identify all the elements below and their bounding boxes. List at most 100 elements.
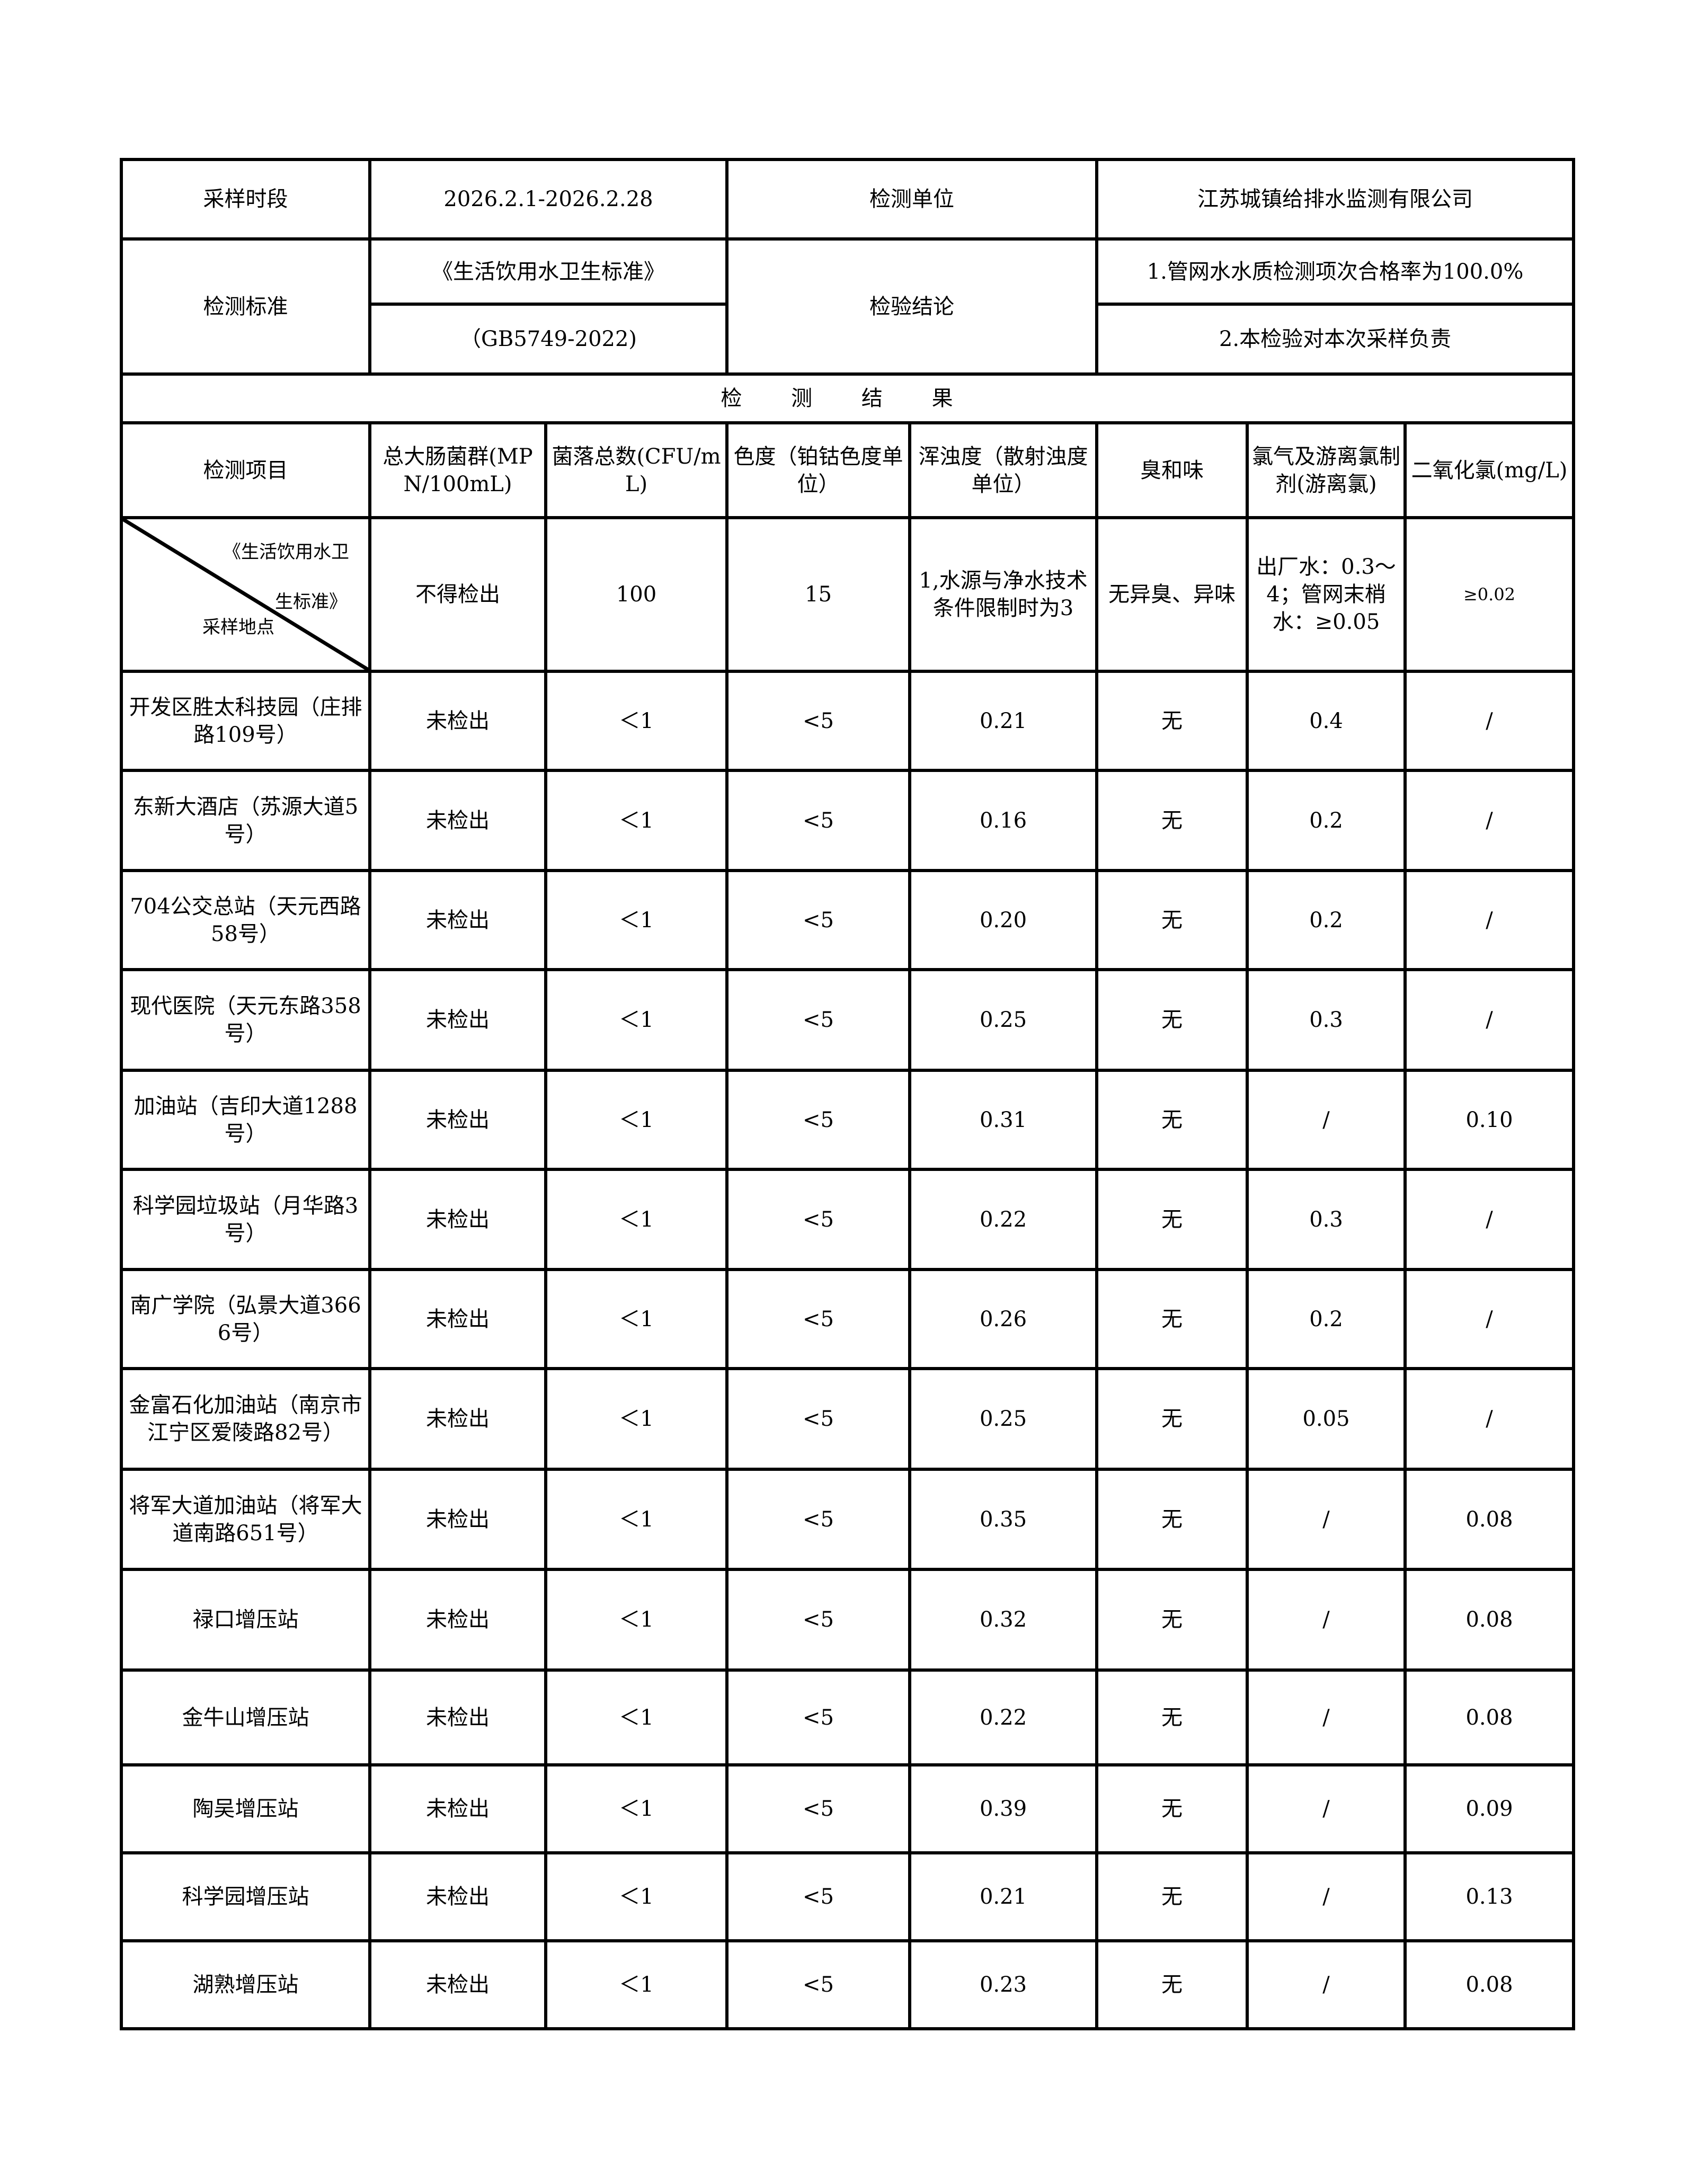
- result-cell: /: [1403, 1367, 1575, 1471]
- result-cell: 0.2: [1246, 1268, 1407, 1370]
- result-cell: 0.10: [1403, 1069, 1575, 1171]
- result-cell: /: [1403, 670, 1575, 772]
- results-title-row: 检 测 结 果: [120, 372, 1575, 424]
- result-cell: ＜1: [544, 769, 728, 872]
- result-cell: 0.16: [908, 769, 1098, 872]
- table-row: 金牛山增压站 未检出 ＜1 <5 0.22 无/0.08: [120, 1668, 1575, 1766]
- result-cell: /: [1246, 1568, 1407, 1672]
- unit-label: 检测单位: [725, 158, 1098, 241]
- result-cell: 0.22: [908, 1668, 1098, 1766]
- result-cell: /: [1403, 769, 1575, 872]
- result-cell: 未检出: [368, 1268, 547, 1370]
- standard-row-1: 检测标准 《生活饮用水卫生标准》 检验结论 1.管网水水质检测项次合格率为100…: [120, 237, 1575, 376]
- standard-limit-cell: 无异臭、异味: [1095, 516, 1249, 673]
- standard-code: （GB5749-2022): [368, 303, 728, 376]
- sampling-location-cell: 开发区胜太科技园（庄排路109号）: [120, 670, 371, 772]
- result-cell: ＜1: [544, 1851, 728, 1942]
- result-cell: 0.08: [1403, 1939, 1575, 2030]
- result-cell: 0.21: [908, 1851, 1098, 1942]
- result-cell: 无: [1095, 968, 1249, 1072]
- result-cell: /: [1246, 1468, 1407, 1571]
- result-cell: 未检出: [368, 769, 547, 872]
- result-cell: ＜1: [544, 869, 728, 971]
- standard-row-2: （GB5749-2022) 2.本检验对本次采样负责: [121, 303, 1575, 376]
- result-cell: 0.2: [1246, 769, 1407, 872]
- result-cell: <5: [725, 1851, 911, 1942]
- result-cell: 未检出: [368, 1367, 547, 1471]
- table-row: 陶吴增压站 未检出 ＜1 <5 0.39 无/0.09: [120, 1763, 1575, 1854]
- result-cell: 无: [1095, 1268, 1249, 1370]
- result-cell: 未检出: [368, 1568, 547, 1672]
- result-cell: /: [1246, 1069, 1407, 1171]
- column-header: 检测项目: [120, 421, 371, 519]
- result-cell: ＜1: [544, 670, 728, 772]
- result-cell: <5: [725, 1939, 911, 2030]
- result-cell: ＜1: [544, 968, 728, 1072]
- result-cell: 未检出: [368, 1069, 547, 1171]
- result-cell: 未检出: [368, 1851, 547, 1942]
- result-cell: <5: [725, 1668, 911, 1766]
- result-cell: ＜1: [544, 1468, 728, 1571]
- result-cell: 未检出: [368, 1468, 547, 1571]
- result-cell: 未检出: [368, 869, 547, 971]
- table-row: 南广学院（弘景大道3666号） 未检出 ＜1 <5 0.26 无 0.2/: [120, 1268, 1575, 1370]
- result-cell: 0.32: [908, 1568, 1098, 1672]
- result-cell: ＜1: [544, 1268, 728, 1370]
- unit-value: 江苏城镇给排水监测有限公司: [1095, 158, 1575, 241]
- result-cell: 0.23: [908, 1939, 1098, 2030]
- diagonal-line: [123, 519, 368, 670]
- column-header: 二氧化氯(mg/L): [1403, 421, 1575, 519]
- result-cell: /: [1246, 1668, 1407, 1766]
- period-label: 采样时段: [120, 158, 371, 241]
- result-cell: <5: [725, 1568, 911, 1672]
- conclusion-2: 2.本检验对本次采样负责: [1095, 303, 1575, 376]
- result-cell: 无: [1095, 1168, 1249, 1271]
- result-cell: <5: [725, 1168, 911, 1271]
- column-header: 色度（铂钴色度单位）: [725, 421, 911, 519]
- table-row: 科学园增压站 未检出 ＜1 <5 0.21 无/0.13: [120, 1851, 1575, 1942]
- result-cell: 0.09: [1403, 1763, 1575, 1854]
- column-header: 菌落总数(CFU/mL): [544, 421, 728, 519]
- table-row: 金富石化加油站（南京市江宁区爱陵路82号） 未检出 ＜1 <5 0.25 无 0.05/: [120, 1367, 1575, 1471]
- sampling-location-cell: 禄口增压站: [120, 1568, 371, 1672]
- sampling-location-cell: 东新大酒店（苏源大道5号）: [120, 769, 371, 872]
- result-cell: ＜1: [544, 1939, 728, 2030]
- column-header: 氯气及游离氯制剂(游离氯): [1246, 421, 1407, 519]
- result-cell: <5: [725, 670, 911, 772]
- result-cell: ＜1: [544, 1668, 728, 1766]
- standard-limit-cell: 不得检出: [368, 516, 547, 673]
- result-cell: ＜1: [544, 1367, 728, 1471]
- results-title: 检 测 结 果: [120, 372, 1575, 424]
- result-cell: 未检出: [368, 1168, 547, 1271]
- result-cell: 未检出: [368, 1939, 547, 2030]
- water-quality-report-table: 采样时段 2026.2.1-2026.2.28 检测单位 江苏城镇给排水监测有限…: [120, 158, 1575, 2030]
- table-row: 东新大酒店（苏源大道5号） 未检出 ＜1 <5 0.16 无 0.2/: [120, 769, 1575, 872]
- sampling-location-cell: 陶吴增压站: [120, 1763, 371, 1854]
- result-cell: <5: [725, 1069, 911, 1171]
- result-cell: <5: [725, 1367, 911, 1471]
- result-cell: 0.08: [1403, 1568, 1575, 1672]
- table-row: 704公交总站（天元西路58号） 未检出 ＜1 <5 0.20 无 0.2/: [120, 869, 1575, 971]
- diag-location-text: 采样地点: [202, 617, 274, 638]
- period-row: 采样时段 2026.2.1-2026.2.28 检测单位 江苏城镇给排水监测有限…: [120, 158, 1575, 241]
- standard-name: 《生活饮用水卫生标准》: [368, 237, 728, 306]
- table-row: 禄口增压站 未检出 ＜1 <5 0.32 无/0.08: [120, 1568, 1575, 1672]
- column-header: 总大肠菌群(MPN/100mL): [368, 421, 547, 519]
- result-cell: 0.08: [1403, 1468, 1575, 1571]
- sampling-location-cell: 科学园增压站: [120, 1851, 371, 1942]
- table-row: 开发区胜太科技园（庄排路109号） 未检出 ＜1 <5 0.21 无 0.4/: [120, 670, 1575, 772]
- table-row: 加油站（吉印大道1288号） 未检出 ＜1 <5 0.31 无/0.10: [120, 1069, 1575, 1171]
- result-cell: 0.25: [908, 1367, 1098, 1471]
- result-cell: /: [1246, 1851, 1407, 1942]
- sampling-location-cell: 科学园垃圾站（月华路3号）: [120, 1168, 371, 1271]
- result-cell: 无: [1095, 1939, 1249, 2030]
- column-header: 臭和味: [1095, 421, 1249, 519]
- sampling-location-cell: 金牛山增压站: [120, 1668, 371, 1766]
- table-row: 现代医院（天元东路358号） 未检出 ＜1 <5 0.25 无 0.3/: [120, 968, 1575, 1072]
- result-cell: 无: [1095, 670, 1249, 772]
- result-cell: 0.22: [908, 1168, 1098, 1271]
- sampling-location-cell: 将军大道加油站（将军大道南路651号）: [120, 1468, 371, 1571]
- result-cell: 无: [1095, 869, 1249, 971]
- result-cell: 无: [1095, 1468, 1249, 1571]
- result-cell: /: [1403, 1268, 1575, 1370]
